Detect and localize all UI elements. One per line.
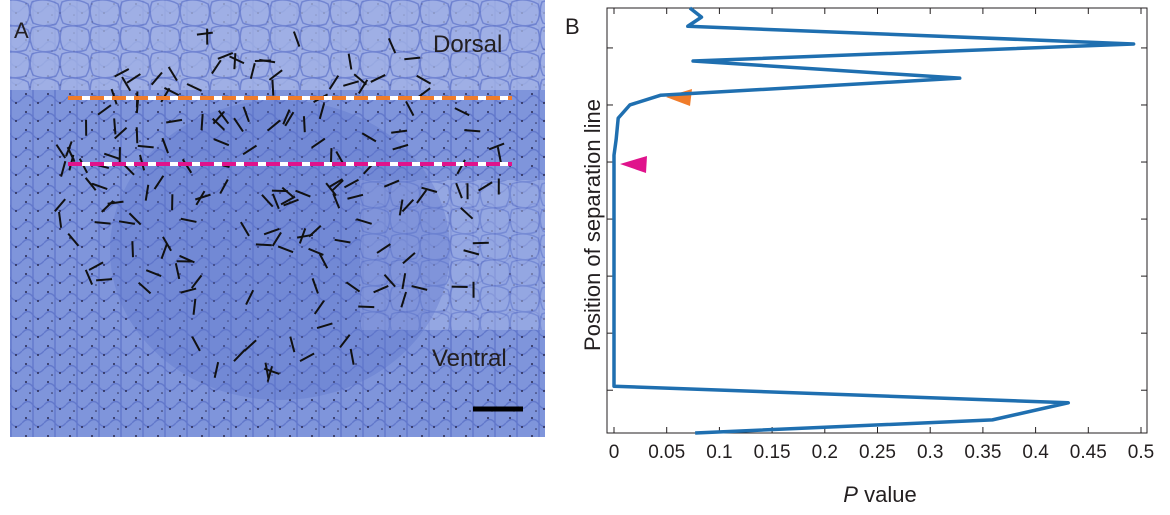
x-tick-label: 0.45	[1070, 442, 1107, 463]
orientation-dash	[473, 243, 489, 244]
x-tick-label: 0.05	[648, 442, 685, 463]
orange-arrowhead	[666, 89, 692, 106]
x-tick-label: 0.1	[706, 442, 732, 463]
panel-label: B	[565, 14, 580, 39]
orientation-dash	[331, 148, 332, 164]
x-tick-label: 0.4	[1022, 442, 1049, 463]
orientation-dash	[256, 244, 272, 245]
micrograph: A Dorsal Ventral	[10, 0, 545, 437]
orientation-dash	[464, 130, 480, 131]
orientation-dash	[137, 127, 138, 143]
orientation-dash	[272, 80, 273, 96]
orientation-dash	[358, 306, 374, 307]
x-tick-label: 0.35	[964, 442, 1001, 463]
central-region	[110, 100, 450, 400]
orientation-dash	[304, 116, 305, 132]
orientation-dash	[96, 279, 112, 280]
orientation-dash	[114, 118, 115, 134]
x-axis-label-text: value	[864, 482, 917, 507]
x-tick-label: 0.5	[1128, 442, 1154, 463]
x-tick-label: 0.15	[754, 442, 791, 463]
x-tick-label: 0.25	[859, 442, 896, 463]
panel-label: A	[14, 18, 29, 43]
x-tick-label: 0.3	[917, 442, 943, 463]
data-line	[614, 8, 1134, 433]
x-axis-label: P value	[843, 482, 916, 507]
dorsal-label: Dorsal	[433, 31, 502, 58]
y-axis-label: Position of separation line	[580, 99, 605, 351]
orientation-dash	[234, 53, 235, 69]
x-tick-label: 0	[609, 442, 620, 463]
x-tick-label: 0.2	[812, 442, 838, 463]
chart: B Position of separation line P value 0 0…	[565, 8, 1154, 507]
magenta-arrowhead	[620, 156, 647, 173]
orientation-dash	[132, 241, 133, 257]
ventral-label: Ventral	[432, 345, 507, 372]
x-axis-label-var: P	[843, 482, 858, 507]
orientation-dash	[202, 114, 203, 130]
